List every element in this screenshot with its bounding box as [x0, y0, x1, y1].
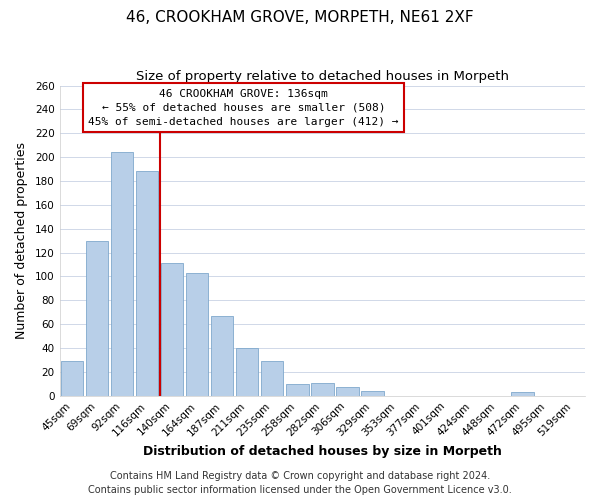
Bar	[61, 361, 83, 396]
Bar	[86, 240, 109, 396]
Bar	[236, 348, 259, 396]
Title: Size of property relative to detached houses in Morpeth: Size of property relative to detached ho…	[136, 70, 509, 83]
Bar	[161, 264, 184, 396]
Bar	[111, 152, 133, 396]
Bar	[511, 392, 534, 396]
Text: 46 CROOKHAM GROVE: 136sqm
← 55% of detached houses are smaller (508)
45% of semi: 46 CROOKHAM GROVE: 136sqm ← 55% of detac…	[88, 88, 399, 126]
Bar	[361, 391, 383, 396]
Bar	[336, 388, 359, 396]
Bar	[186, 273, 208, 396]
X-axis label: Distribution of detached houses by size in Morpeth: Distribution of detached houses by size …	[143, 444, 502, 458]
Text: 46, CROOKHAM GROVE, MORPETH, NE61 2XF: 46, CROOKHAM GROVE, MORPETH, NE61 2XF	[126, 10, 474, 25]
Bar	[211, 316, 233, 396]
Bar	[286, 384, 308, 396]
Bar	[136, 172, 158, 396]
Y-axis label: Number of detached properties: Number of detached properties	[15, 142, 28, 339]
Bar	[311, 382, 334, 396]
Text: Contains HM Land Registry data © Crown copyright and database right 2024.
Contai: Contains HM Land Registry data © Crown c…	[88, 471, 512, 495]
Bar	[261, 361, 283, 396]
